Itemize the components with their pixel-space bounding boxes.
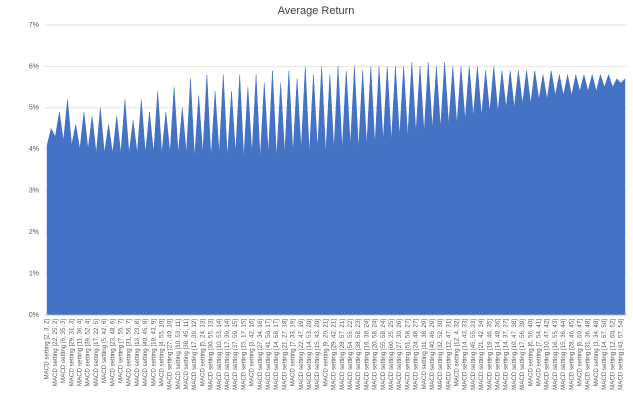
x-tick-label: MACD setting [14, 43, 33] [462, 319, 469, 390]
x-tick-label: MACD setting [28, 57, 21] [339, 319, 346, 390]
x-tick-label: MACD setting [11, 38, 29] [421, 319, 428, 390]
y-tick-label: 5% [29, 105, 39, 112]
x-tick-label: MACD setting [27, 40, 10] [167, 319, 174, 390]
x-tick-label: MACD setting [32, 52, 30] [437, 319, 444, 390]
x-tick-label: MACD setting [14, 37, 37] [503, 319, 510, 390]
x-tick-label: MACD setting [21, 42, 34] [478, 319, 485, 390]
x-tick-label: MACD setting [29, 31, 3] [68, 319, 75, 387]
x-tick-label: MACD setting [24, 48, 27] [413, 319, 420, 390]
x-tick-label: MACD setting [41, 50, 17] [265, 319, 272, 390]
x-tick-label: MACD setting [60, 25, 25] [388, 319, 395, 390]
x-tick-label: MACD setting [14, 53, 20] [306, 319, 313, 390]
x-tick-label: MACD setting [15, 17, 15] [240, 319, 247, 390]
x-tick-label: MACD setting [55, 58, 24] [380, 319, 387, 390]
x-tick-label: MACD setting [4, 55, 10] [158, 319, 165, 387]
x-tick-label: MACD setting [40, 46, 29] [429, 319, 436, 390]
y-tick-label: 0% [29, 312, 39, 319]
x-tick-label: MACD setting [17, 39, 12] [191, 319, 198, 390]
area [46, 62, 626, 316]
x-tick-label: MACD setting [51, 58, 27] [404, 319, 411, 390]
y-tick-label: 7% [29, 22, 39, 29]
y-tick-label: 4% [29, 146, 39, 153]
x-tick-label: MACD setting [12, 60, 52] [609, 319, 616, 390]
x-tick-label: MACD setting [23, 48, 6] [109, 319, 116, 387]
x-tick-label: MACD setting [38, 58, 23] [355, 319, 362, 390]
x-tick-label: MACD setting [14, 57, 50] [601, 319, 608, 390]
x-tick-label: MACD setting [3, 34, 48] [593, 319, 600, 387]
y-tick-label: 2% [29, 229, 39, 236]
x-tick-label: MACD setting [31, 36, 48] [585, 319, 592, 390]
x-tick-label: MACD setting [9, 20, 21] [322, 319, 329, 387]
x-tick-label: MACD setting [45, 55, 33] [470, 319, 477, 390]
x-tick-label: MACD setting [17, 39, 14] [224, 319, 231, 390]
x-tick-label: MACD setting [17, 22, 5] [93, 319, 100, 387]
x-tick-label: MACD setting [15, 43, 20] [314, 319, 321, 390]
x-tick-label: MACD setting [6, 56, 40] [527, 319, 534, 387]
x-tick-label: MACD setting [17, 56, 39] [519, 319, 526, 390]
x-tick-label: MACD setting [16, 55, 43] [552, 319, 559, 390]
y-tick-label: 3% [29, 188, 39, 195]
y-tick-label: 6% [29, 63, 39, 70]
x-tick-label: MACD setting [14, 48, 36] [495, 319, 502, 390]
x-tick-label: MACD setting [22, 47, 19] [298, 319, 305, 390]
x-tick-label: MACD setting [43, 57, 54] [617, 319, 624, 390]
x-tick-label: MACD setting [12, 47, 31] [445, 319, 452, 390]
x-tick-label: MACD setting [7, 33, 19] [290, 319, 297, 387]
x-tick-label: MACD setting [7, 54, 41] [536, 319, 543, 387]
x-tick-label: MACD setting [7, 55, 7] [117, 319, 124, 383]
x-tick-label: MACD setting [27, 30, 26] [396, 319, 403, 390]
x-tick-label: MACD setting [10, 53, 14] [216, 319, 223, 390]
x-tick-label: MACD setting [22, 25, 2] [52, 319, 59, 387]
x-tick-label: MACD setting [14, 58, 17] [273, 319, 280, 390]
x-tick-label: MACD setting [30, 55, 13] [208, 319, 215, 390]
x-tick-label: MACD setting [21, 27, 18] [281, 319, 288, 390]
x-tick-label: MACD setting [19, 46, 35] [486, 319, 493, 390]
x-tick-label: MACD setting [12, 4, 32] [454, 319, 461, 387]
x-tick-label: MACD setting [31, 56, 7] [126, 319, 133, 387]
x-tick-label: MACD setting [10, 47, 42] [544, 319, 551, 390]
x-tick-label: MACD setting [2, 3, 2] [44, 319, 51, 380]
x-tick-label: MACD setting [10, 47, 38] [511, 319, 518, 390]
x-tick-label: MACD setting [20, 58, 24] [372, 319, 379, 390]
x-tick-label: MACD setting [5, 24, 13] [199, 319, 206, 387]
x-tick-label: MACD setting [11, 36, 4] [76, 319, 83, 386]
x-tick-label: MACD setting [28, 46, 45] [568, 319, 575, 390]
x-tick-label: MACD setting [10, 53, 11] [175, 319, 182, 390]
y-tick-label: 1% [29, 270, 39, 277]
x-tick-label: MACD setting [13, 23, 8] [134, 319, 141, 387]
x-tick-label: MACD setting [38, 45, 11] [183, 319, 190, 390]
x-tick-label: MACD setting [19, 43, 9] [150, 319, 157, 387]
x-tick-label: MACD setting [3, 42, 16] [249, 319, 256, 387]
x-tick-label: MACD setting [39, 52, 4] [85, 319, 92, 387]
x-tick-label: MACD setting [40, 45, 8] [142, 319, 149, 387]
x-tick-label: MACD setting [54, 55, 22] [347, 319, 354, 390]
x-tick-label: MACD setting [6, 60, 47] [577, 319, 584, 387]
x-tick-label: MACD setting [5, 42, 6] [101, 319, 108, 383]
chart-title: Average Return [278, 5, 355, 17]
x-tick-label: MACD setting [15, 36, 44] [560, 319, 567, 390]
x-tick-label: MACD setting [16, 38, 24] [363, 319, 370, 390]
x-tick-label: MACD setting [29, 42, 21] [331, 319, 338, 390]
x-tick-label: MACD setting [37, 59, 15] [232, 319, 239, 390]
x-tick-label: MACD setting [27, 34, 16] [257, 319, 264, 390]
x-tick-label: MACD setting [6, 35, 3] [60, 319, 67, 383]
